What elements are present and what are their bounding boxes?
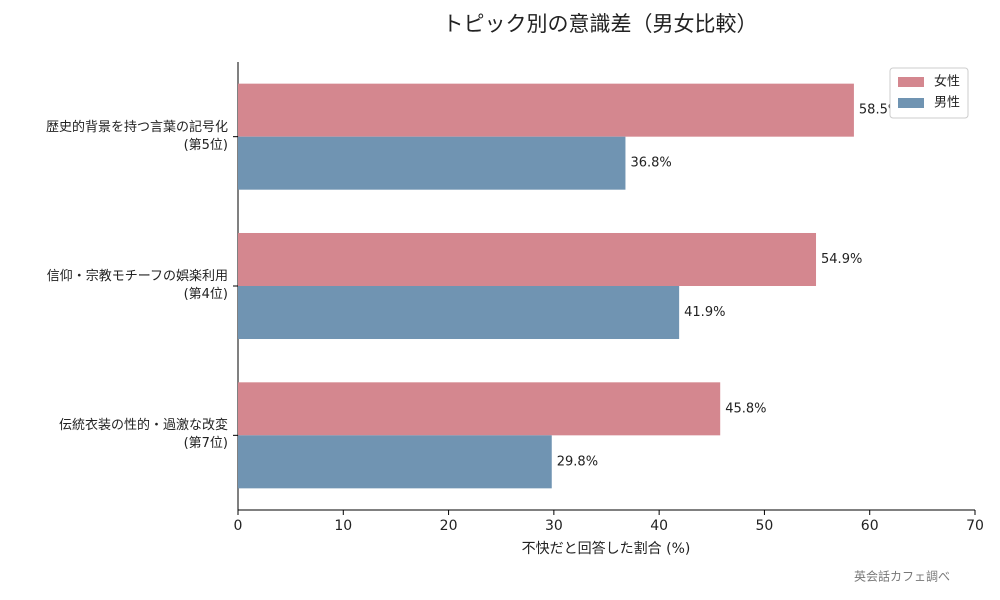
x-tick-label: 0 xyxy=(234,518,243,534)
chart-title: トピック別の意識差（男女比較） xyxy=(443,12,758,36)
value-label: 36.8% xyxy=(630,156,671,171)
y-tick-label: 歴史的背景を持つ言葉の記号化 (第5位) xyxy=(45,119,228,153)
y-tick-label: 信仰・宗教モチーフの娯楽利用 (第4位) xyxy=(46,269,228,302)
legend-swatch xyxy=(898,98,924,108)
bar xyxy=(238,286,680,340)
bar xyxy=(238,382,721,436)
value-label: 41.9% xyxy=(684,305,725,320)
value-label: 45.8% xyxy=(725,401,766,416)
value-label: 54.9% xyxy=(821,252,862,267)
bar xyxy=(238,83,854,137)
x-tick-label: 60 xyxy=(861,518,879,534)
x-tick-label: 40 xyxy=(650,518,668,534)
value-label: 29.8% xyxy=(557,454,598,469)
legend-label: 女性 xyxy=(934,74,960,90)
y-tick-label: 伝統衣装の性的・過激な改変 (第7位) xyxy=(58,418,228,452)
bar xyxy=(238,435,552,489)
x-tick-label: 20 xyxy=(440,518,458,534)
x-tick-label: 30 xyxy=(545,518,563,534)
legend-label: 男性 xyxy=(934,96,960,111)
x-tick-label: 10 xyxy=(334,518,352,534)
x-tick-label: 70 xyxy=(966,518,984,534)
x-tick-label: 50 xyxy=(756,518,774,534)
bar xyxy=(238,136,626,190)
bar xyxy=(238,232,817,286)
legend-swatch xyxy=(898,77,924,87)
source-note: 英会話カフェ調べ xyxy=(854,569,950,584)
x-axis-label: 不快だと回答した割合 (%) xyxy=(522,540,691,557)
